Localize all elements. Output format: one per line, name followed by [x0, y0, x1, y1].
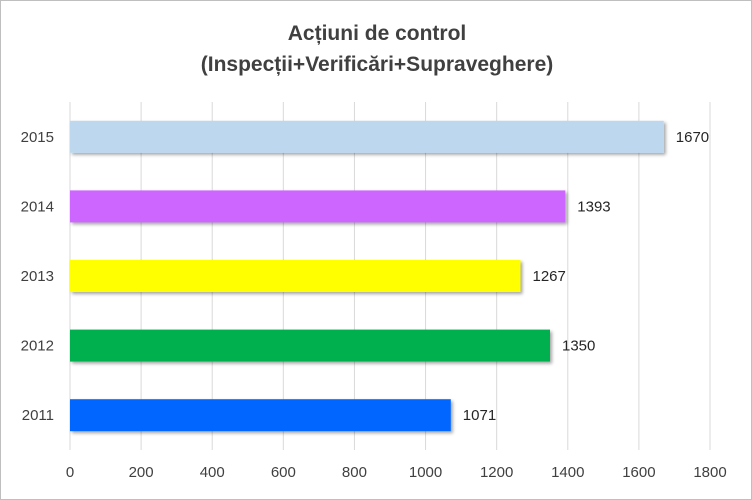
bar-2015 [70, 120, 664, 153]
x-tick-label-1800: 1800 [693, 464, 726, 481]
bar-2014 [70, 190, 566, 223]
data-label-2012: 1350 [562, 338, 595, 355]
chart-subtitle: (Inspecții+Verificări+Supraveghere) [200, 53, 554, 76]
data-label-2013: 1267 [532, 268, 565, 285]
x-tick-label-0: 0 [66, 464, 74, 481]
chart-title: Acțiuni de control [287, 22, 467, 45]
data-label-2011: 1071 [463, 407, 496, 424]
bar-2011 [70, 399, 451, 432]
bar-2012 [70, 329, 550, 362]
y-tick-label-2012: 2012 [21, 338, 54, 355]
x-tick-label-800: 800 [342, 464, 367, 481]
y-tick-label-2013: 2013 [21, 268, 54, 285]
y-tick-label-2014: 2014 [21, 198, 54, 215]
x-tick-label-1600: 1600 [622, 464, 655, 481]
y-tick-label-2015: 2015 [21, 129, 54, 146]
data-label-2014: 1393 [577, 198, 610, 215]
x-tick-label-1400: 1400 [551, 464, 584, 481]
y-tick-label-2011: 2011 [22, 407, 54, 424]
x-tick-label-200: 200 [129, 464, 154, 481]
x-tick-label-1200: 1200 [480, 464, 513, 481]
x-tick-label-600: 600 [271, 464, 296, 481]
labels: 0 200 400 600 800 1000 1200 1400 1600 1800 2011 107… [21, 129, 727, 481]
data-label-2015: 1670 [676, 129, 709, 146]
bars [70, 120, 664, 432]
x-tick-label-1000: 1000 [409, 464, 442, 481]
x-tick-label-400: 400 [200, 464, 225, 481]
bar-2013 [70, 260, 521, 292]
